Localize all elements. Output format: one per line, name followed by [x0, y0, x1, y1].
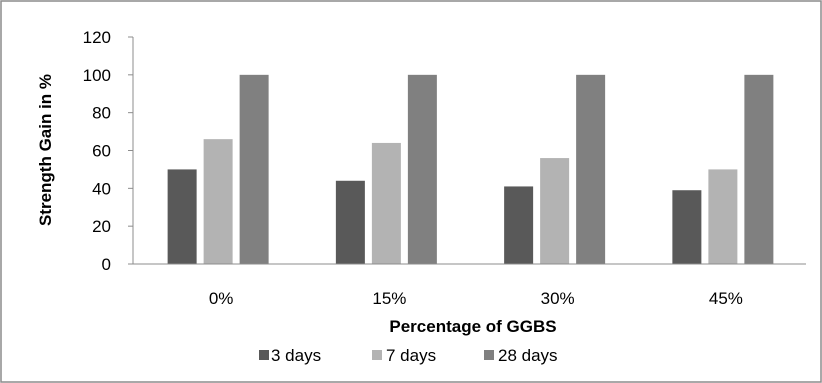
bar-3-days-15pct [335, 180, 365, 264]
y-tick-label: 80 [92, 104, 111, 123]
bar-7-days-45pct [708, 169, 738, 264]
legend-label-7-days: 7 days [386, 346, 436, 365]
bar-28-days-45pct [744, 74, 774, 264]
x-tick-label: 0% [209, 289, 234, 308]
y-tick-label: 60 [92, 142, 111, 161]
bar-28-days-0pct [239, 74, 269, 264]
y-axis-title: Strength Gain in % [36, 74, 55, 226]
y-tick-label: 0 [102, 255, 111, 274]
legend-swatch-3-days [259, 350, 269, 360]
legend-swatch-7-days [372, 350, 382, 360]
legend-swatch-28-days [484, 350, 494, 360]
bar-28-days-15pct [407, 74, 437, 264]
y-tick-label: 40 [92, 179, 111, 198]
x-tick-label: 45% [709, 289, 743, 308]
bar-3-days-0pct [167, 169, 197, 264]
y-tick-label: 20 [92, 217, 111, 236]
bar-3-days-30pct [504, 186, 534, 264]
bar-28-days-30pct [576, 74, 606, 264]
bar-7-days-0pct [203, 139, 233, 264]
plot-area: 0 20 40 60 80 100 120 0% 15% 30% 45% [83, 28, 806, 308]
bar-3-days-45pct [672, 190, 702, 264]
x-tick-label: 15% [372, 289, 406, 308]
bar-7-days-30pct [540, 158, 570, 264]
x-axis-title: Percentage of GGBS [389, 317, 556, 336]
x-tick-label: 30% [541, 289, 575, 308]
y-tick-label: 100 [83, 66, 111, 85]
legend-label-28-days: 28 days [498, 346, 558, 365]
legend-label-3-days: 3 days [271, 346, 321, 365]
bar-7-days-15pct [371, 142, 401, 264]
legend: 3 days 7 days 28 days [259, 346, 558, 365]
y-tick-label: 120 [83, 28, 111, 47]
